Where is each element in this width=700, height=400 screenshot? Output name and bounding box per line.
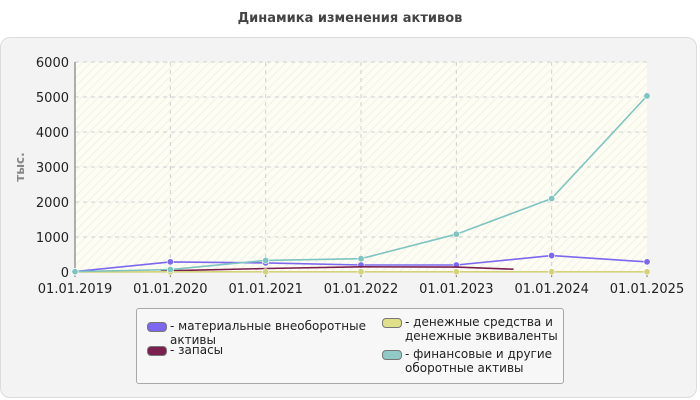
x-tick-label: 01.01.2025 (610, 282, 684, 297)
data-point (262, 256, 270, 264)
data-point (548, 252, 556, 260)
legend-item-financial-assets: - финансовые и другие оборотные активы (382, 347, 562, 375)
data-point (357, 255, 365, 263)
y-tick-label: 1000 (36, 231, 69, 246)
y-tick-label: 0 (61, 266, 69, 281)
legend-label: - материальные внеоборотные активы (170, 319, 366, 347)
tick-labels: 0 1000 2000 3000 4000 5000 6000 01.01.2019 01.01… (36, 56, 684, 297)
x-tick-label: 01.01.2019 (38, 282, 112, 297)
y-tick-label: 5000 (36, 91, 69, 106)
y-tick-label: 6000 (36, 56, 69, 71)
data-point (357, 268, 365, 276)
legend-item-cash: - денежные средства и денежные эквивален… (382, 315, 562, 343)
data-point (452, 230, 460, 238)
data-point (548, 268, 556, 276)
legend: - материальные внеоборотные активы - зап… (136, 308, 564, 384)
legend-item-fixed-assets: - материальные внеоборотные активы (147, 319, 367, 347)
y-tick-label: 4000 (36, 126, 69, 141)
data-point (452, 268, 460, 276)
data-point (643, 258, 651, 266)
data-point (166, 258, 174, 266)
legend-swatch (147, 322, 167, 332)
data-point (643, 92, 651, 100)
legend-swatch (382, 318, 402, 328)
y-axis-label: тыс. (13, 152, 27, 181)
chart-title: Динамика изменения активов (237, 11, 463, 26)
legend-label: - финансовые и другие оборотные активы (405, 347, 553, 375)
x-tick-label: 01.01.2024 (514, 282, 588, 297)
legend-item-inventory: - запасы (147, 343, 367, 357)
data-point (548, 195, 556, 203)
data-point (643, 268, 651, 276)
x-tick-label: 01.01.2022 (324, 282, 398, 297)
x-tick-label: 01.01.2020 (133, 282, 207, 297)
data-point (262, 268, 270, 276)
legend-label: - запасы (170, 343, 224, 357)
x-tick-label: 01.01.2023 (419, 282, 493, 297)
legend-swatch (147, 346, 167, 356)
x-tick-label: 01.01.2021 (228, 282, 302, 297)
legend-swatch (382, 350, 402, 360)
grid-lines (75, 61, 647, 272)
y-tick-label: 2000 (36, 196, 69, 211)
y-tick-label: 3000 (36, 161, 69, 176)
series-layer (71, 92, 651, 276)
legend-label: - денежные средства и денежные эквивален… (405, 315, 558, 343)
series-line-1 (160, 265, 514, 272)
data-point (166, 266, 174, 274)
data-point (71, 268, 79, 276)
